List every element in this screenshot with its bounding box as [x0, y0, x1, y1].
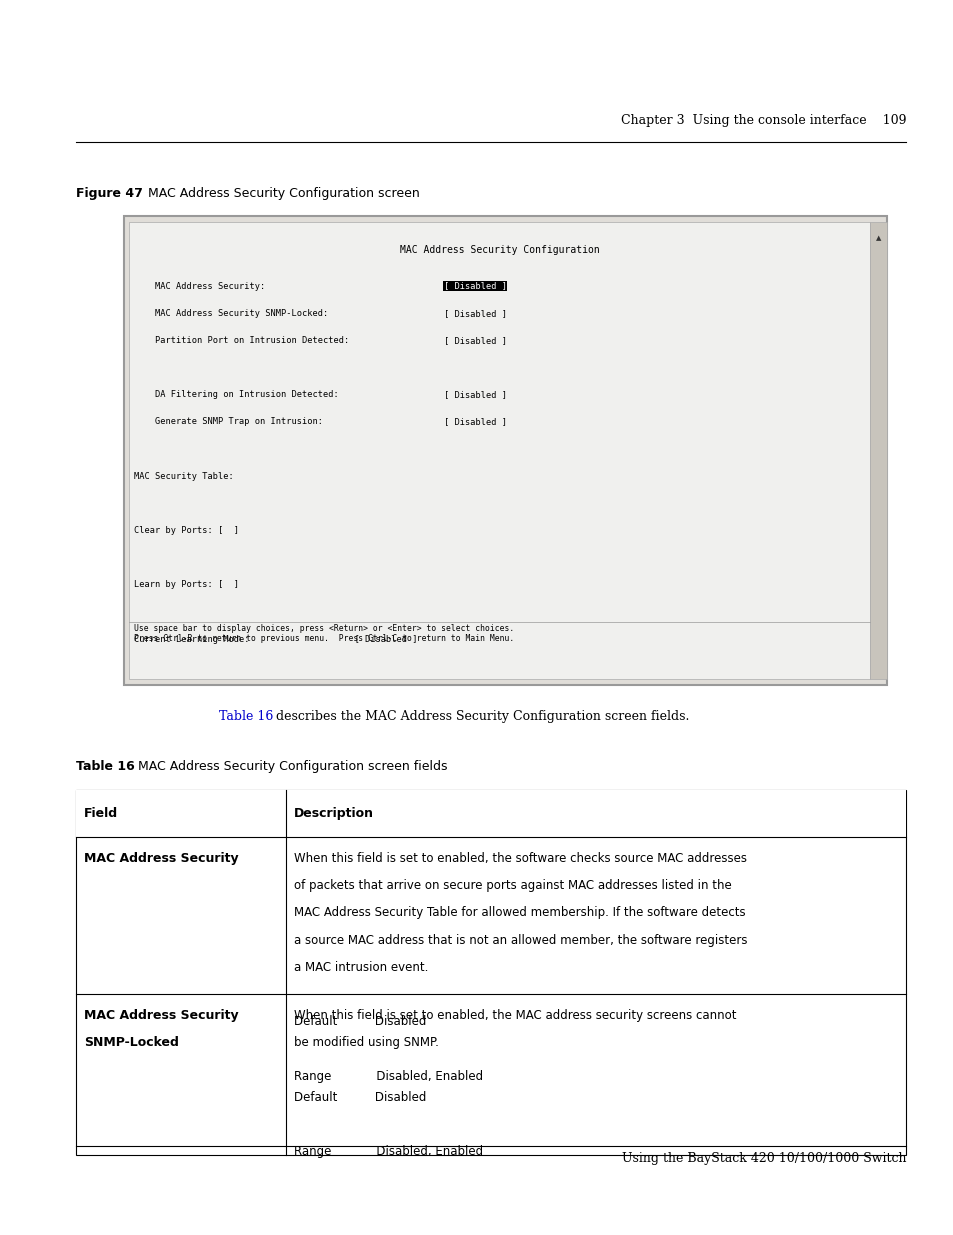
Text: Range            Disabled, Enabled: Range Disabled, Enabled	[294, 1070, 482, 1083]
Text: MAC Address Security SNMP-Locked:: MAC Address Security SNMP-Locked:	[133, 309, 328, 317]
Text: MAC Address Security:: MAC Address Security:	[133, 282, 265, 290]
Bar	[129, 222, 869, 679]
Text: Figure 47: Figure 47	[76, 186, 143, 200]
Text: [ Disabled ]: [ Disabled ]	[443, 390, 506, 399]
Text: a source MAC address that is not an allowed member, the software registers: a source MAC address that is not an allo…	[294, 934, 746, 947]
Text: Partition Port on Intrusion Detected:: Partition Port on Intrusion Detected:	[133, 336, 349, 345]
Text: Generate SNMP Trap on Intrusion:: Generate SNMP Trap on Intrusion:	[133, 417, 322, 426]
Text: Table 16: Table 16	[76, 760, 135, 773]
Text: When this field is set to enabled, the MAC address security screens cannot: When this field is set to enabled, the M…	[294, 1009, 736, 1023]
Text: MAC Address Security Configuration: MAC Address Security Configuration	[399, 245, 598, 254]
Text: Range            Disabled, Enabled: Range Disabled, Enabled	[294, 1145, 482, 1158]
Text: [ Disabled ]: [ Disabled ]	[443, 417, 506, 426]
Text: Chapter 3  Using the console interface    109: Chapter 3 Using the console interface 10…	[620, 114, 905, 127]
Text: Learn by Ports: [  ]: Learn by Ports: [ ]	[133, 580, 238, 589]
Text: a MAC intrusion event.: a MAC intrusion event.	[294, 961, 428, 974]
Bar	[76, 790, 905, 837]
Text: Using the BayStack 420 10/100/1000 Switch: Using the BayStack 420 10/100/1000 Switc…	[621, 1152, 905, 1166]
Text: MAC Address Security Configuration screen: MAC Address Security Configuration scree…	[148, 186, 419, 200]
Text: of packets that arrive on secure ports against MAC addresses listed in the: of packets that arrive on secure ports a…	[294, 879, 731, 893]
Text: [ Disabled ]: [ Disabled ]	[443, 282, 506, 290]
Text: [ Disabled ]: [ Disabled ]	[443, 309, 506, 317]
Text: Use space bar to display choices, press <Return> or <Enter> to select choices.
P: Use space bar to display choices, press …	[133, 624, 514, 643]
Text: [ Disabled ]: [ Disabled ]	[443, 336, 506, 345]
Bar	[124, 216, 886, 685]
Text: Clear by Ports: [  ]: Clear by Ports: [ ]	[133, 526, 238, 535]
Text: MAC Address Security Table for allowed membership. If the software detects: MAC Address Security Table for allowed m…	[294, 906, 744, 920]
Text: ▲: ▲	[875, 235, 881, 241]
Text: MAC Security Table:: MAC Security Table:	[133, 472, 233, 480]
Text: DA Filtering on Intrusion Detected:: DA Filtering on Intrusion Detected:	[133, 390, 338, 399]
Text: Current Learning Mode:                    [ Disabled ]: Current Learning Mode: [ Disabled ]	[133, 635, 416, 643]
Text: be modified using SNMP.: be modified using SNMP.	[294, 1036, 438, 1050]
Bar	[869, 222, 886, 679]
Text: MAC Address Security Configuration screen fields: MAC Address Security Configuration scree…	[138, 760, 447, 773]
Text: Field: Field	[84, 808, 118, 820]
Text: MAC Address Security: MAC Address Security	[84, 852, 238, 866]
Text: Table 16: Table 16	[219, 710, 274, 724]
Bar	[76, 790, 905, 1155]
Text: When this field is set to enabled, the software checks source MAC addresses: When this field is set to enabled, the s…	[294, 852, 746, 866]
Text: Description: Description	[294, 808, 374, 820]
Text: describes the MAC Address Security Configuration screen fields.: describes the MAC Address Security Confi…	[272, 710, 688, 724]
Text: SNMP-Locked: SNMP-Locked	[84, 1036, 178, 1050]
Text: Default          Disabled: Default Disabled	[294, 1015, 426, 1029]
Text: Default          Disabled: Default Disabled	[294, 1091, 426, 1104]
Text: MAC Address Security: MAC Address Security	[84, 1009, 238, 1023]
